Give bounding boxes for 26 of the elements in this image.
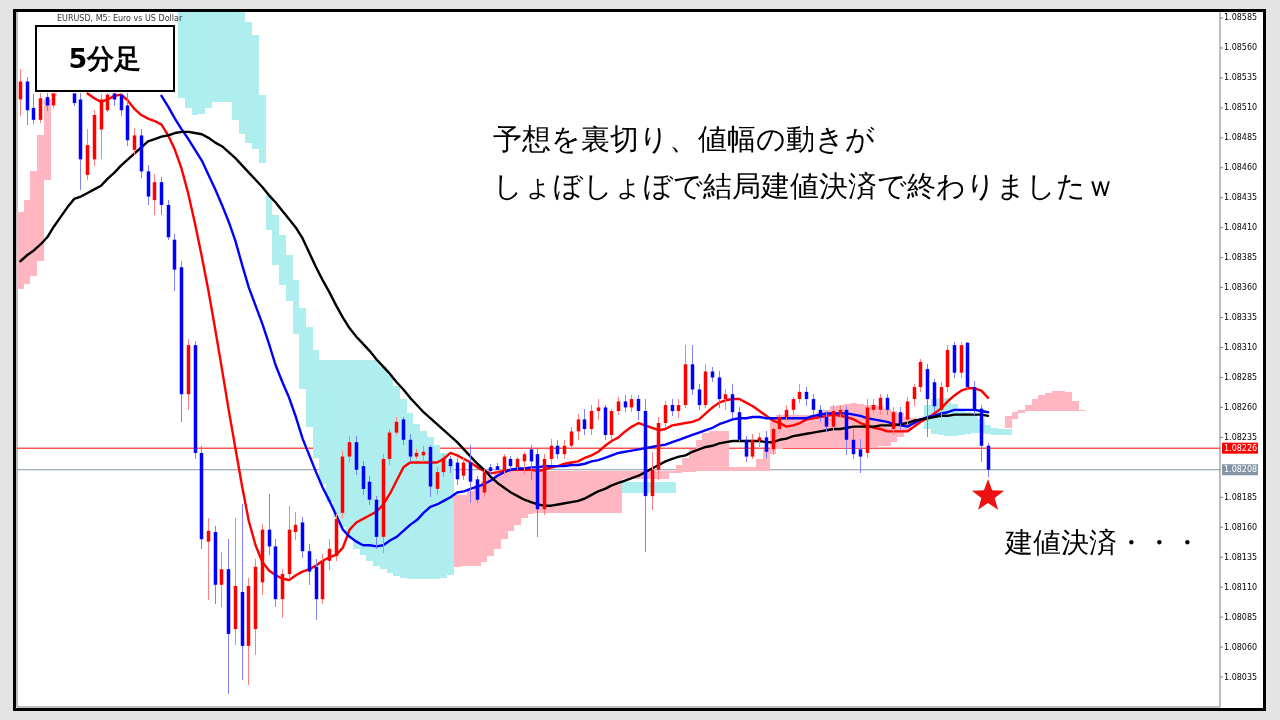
y-tick-label: 1.08235 (1224, 432, 1258, 442)
y-tick-label: 1.08385 (1224, 253, 1258, 263)
y-tick-label: 1.08135 (1224, 552, 1258, 562)
y-tick-label: 1.08585 (1224, 13, 1258, 23)
y-tick-label: 1.08260 (1224, 402, 1258, 412)
y-tick-label: 1.08510 (1224, 103, 1258, 113)
y-tick-label: 1.08060 (1224, 642, 1258, 652)
annotation: 予想を裏切り、値幅の動きがしょぼしょぼで結局建値決済で終わりましたｗ (493, 122, 1115, 203)
y-tick-label: 1.08360 (1224, 283, 1258, 293)
y-tick-label: 1.08110 (1224, 582, 1258, 592)
y-tick-label: 1.08310 (1224, 343, 1258, 353)
title-box: 5分足 (35, 25, 175, 92)
y-tick-label: 1.08410 (1224, 223, 1258, 233)
y-tick-label: 1.08035 (1224, 672, 1258, 682)
y-tick-label: 1.08285 (1224, 372, 1258, 382)
y-tick-label: 1.08535 (1224, 73, 1258, 83)
y-tick-label: 1.08185 (1224, 492, 1258, 502)
y-tick-label: 1.08435 (1224, 193, 1258, 203)
y-tick-label: 1.08085 (1224, 612, 1258, 622)
y-tick-label: 1.08335 (1224, 313, 1258, 323)
y-tick-label: 1.08160 (1224, 522, 1258, 532)
y-tick-label: 1.08560 (1224, 43, 1258, 53)
annotation: 建値決済・・・ (1005, 526, 1201, 559)
y-tick-label: 1.08460 (1224, 163, 1258, 173)
y-tick-label: 1.08485 (1224, 133, 1258, 143)
subtitle: EURUSD, M5: Euro vs US Dollar (57, 14, 183, 23)
